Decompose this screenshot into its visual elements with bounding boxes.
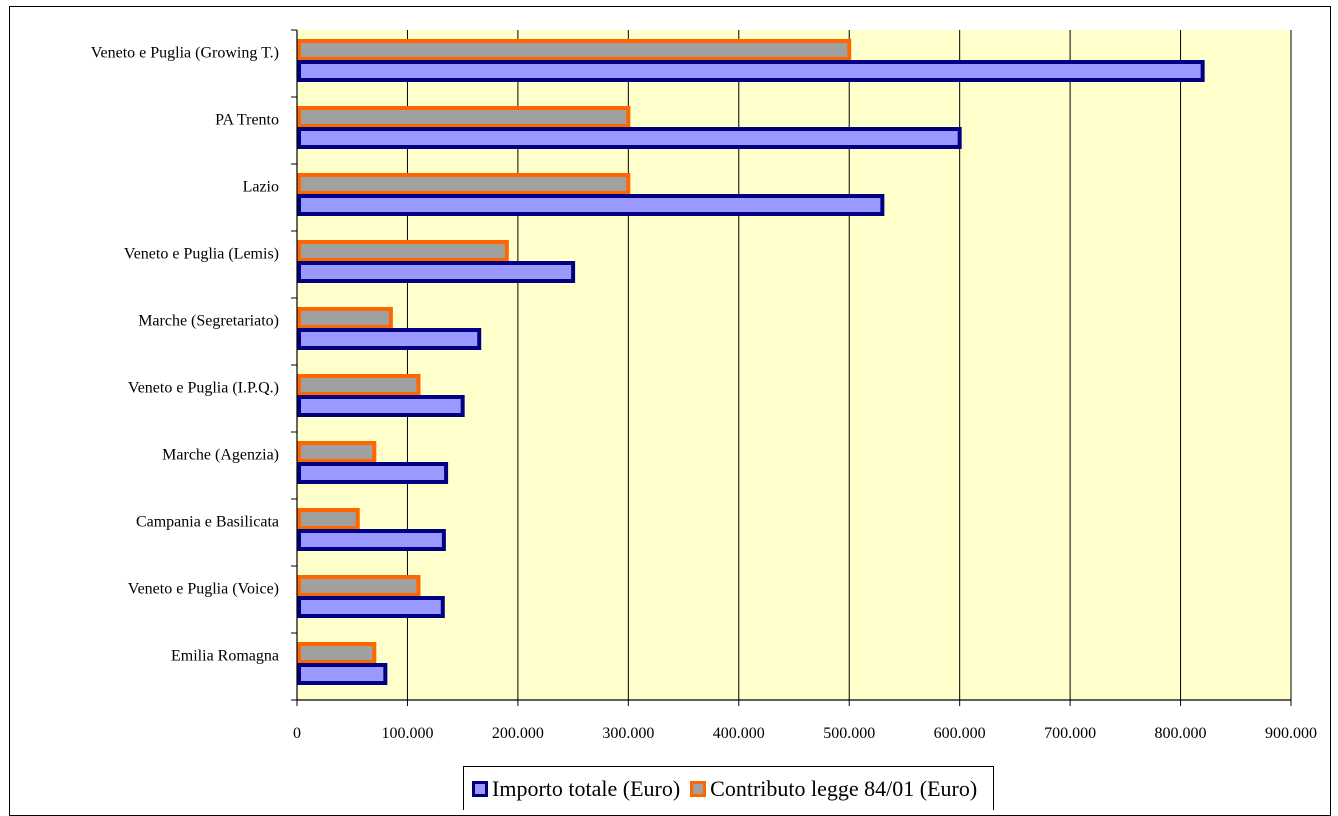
x-tick-label: 900.000 xyxy=(1265,725,1317,742)
category-label: Veneto e Puglia (Voice) xyxy=(128,581,279,598)
legend-label-importo: Importo totale (Euro) xyxy=(492,775,681,801)
bars xyxy=(297,39,1205,685)
bar-contributo xyxy=(297,508,360,530)
x-tick-label: 400.000 xyxy=(713,725,765,742)
category-label: Marche (Agenzia) xyxy=(162,447,279,464)
category-label: Campania e Basilicata xyxy=(136,514,279,531)
bar-importo xyxy=(297,663,388,685)
x-tick-label: 100.000 xyxy=(381,725,433,742)
bar-importo xyxy=(297,529,446,551)
bar-importo xyxy=(297,462,449,484)
x-tick-label: 500.000 xyxy=(823,725,875,742)
bar-contributo xyxy=(297,374,421,396)
bar-contributo xyxy=(297,642,377,664)
category-label: Veneto e Puglia (Lemis) xyxy=(124,246,279,263)
labels: 0 100.000 200.000 300.000 400.000 500.000 600.… xyxy=(91,45,1317,743)
category-label: Veneto e Puglia (I.P.Q.) xyxy=(128,380,279,397)
bar-importo xyxy=(297,194,885,216)
x-tick-label: 800.000 xyxy=(1155,725,1207,742)
x-tick-label: 600.000 xyxy=(934,725,986,742)
bar-contributo xyxy=(297,575,421,597)
bar-contributo xyxy=(297,39,852,61)
legend-swatch-contributo xyxy=(690,780,707,797)
x-tick-label: 700.000 xyxy=(1044,725,1096,742)
bar-contributo xyxy=(297,173,631,195)
legend-item-importo: Importo totale (Euro) xyxy=(472,776,680,802)
bar-contributo xyxy=(297,240,509,262)
category-label: PA Trento xyxy=(215,112,279,129)
bar-contributo xyxy=(297,441,377,463)
bar-importo xyxy=(297,127,962,149)
x-tick-label: 200.000 xyxy=(492,725,544,742)
bar-importo xyxy=(297,596,445,618)
bar-contributo xyxy=(297,307,393,329)
bar-importo xyxy=(297,60,1205,82)
category-label: Lazio xyxy=(243,179,279,196)
legend: Importo totale (Euro) Contributo legge 8… xyxy=(463,766,995,810)
x-tick-label: 300.000 xyxy=(602,725,654,742)
axes xyxy=(291,29,1292,706)
category-label: Emilia Romagna xyxy=(171,648,279,665)
legend-swatch-importo xyxy=(472,780,488,797)
legend-item-contributo: Contributo legge 84/01 (Euro) xyxy=(690,776,977,802)
bar-importo xyxy=(297,395,465,417)
legend-label-contributo: Contributo legge 84/01 (Euro) xyxy=(710,775,978,801)
bar-importo xyxy=(297,261,576,283)
bar-importo xyxy=(297,328,482,350)
x-tick-label: 0 xyxy=(293,725,301,742)
bar-contributo xyxy=(297,106,631,128)
category-label: Veneto e Puglia (Growing T.) xyxy=(91,45,279,62)
category-label: Marche (Segretariato) xyxy=(138,313,279,330)
